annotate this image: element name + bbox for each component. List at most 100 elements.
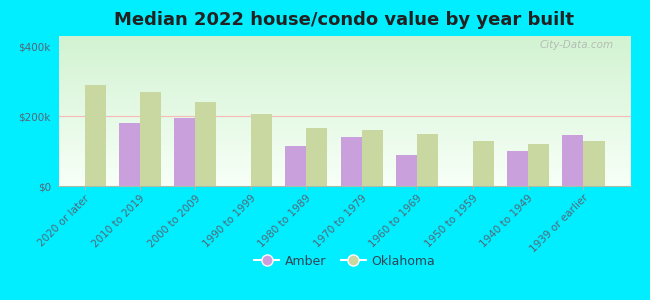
Bar: [58, 80, 630, 81]
Bar: [58, 65, 630, 66]
Bar: [58, 117, 630, 118]
Bar: [58, 171, 630, 172]
Bar: [58, 140, 630, 141]
Bar: [285, 146, 306, 186]
Bar: [58, 98, 630, 99]
Bar: [58, 66, 630, 67]
Bar: [58, 45, 630, 46]
Bar: [58, 128, 630, 129]
Bar: [58, 75, 630, 76]
Bar: [58, 36, 630, 37]
Bar: [58, 122, 630, 123]
Bar: [58, 168, 630, 169]
Bar: [58, 73, 630, 74]
Bar: [58, 124, 630, 125]
Bar: [584, 141, 605, 186]
Bar: [58, 156, 630, 157]
Bar: [58, 131, 630, 132]
Bar: [58, 121, 630, 122]
Bar: [58, 92, 630, 93]
Bar: [58, 176, 630, 177]
Bar: [58, 175, 630, 176]
Bar: [58, 64, 630, 65]
Bar: [58, 153, 630, 154]
Bar: [58, 135, 630, 136]
Bar: [58, 105, 630, 106]
Bar: [58, 46, 630, 47]
Bar: [58, 78, 630, 79]
Bar: [58, 63, 630, 64]
Bar: [58, 143, 630, 144]
Bar: [58, 170, 630, 171]
Bar: [58, 55, 630, 56]
Text: City-Data.com: City-Data.com: [540, 40, 614, 50]
Bar: [58, 86, 630, 87]
Bar: [306, 128, 328, 186]
Bar: [58, 129, 630, 130]
Bar: [58, 94, 630, 95]
Bar: [58, 48, 630, 49]
Bar: [58, 152, 630, 153]
Bar: [58, 85, 630, 86]
Bar: [58, 173, 630, 174]
Bar: [58, 134, 630, 135]
Bar: [58, 85, 630, 86]
Bar: [58, 179, 630, 180]
Bar: [58, 149, 630, 150]
Bar: [58, 118, 630, 119]
Bar: [58, 142, 630, 143]
Bar: [58, 89, 630, 90]
Bar: [58, 127, 630, 128]
Bar: [119, 123, 140, 186]
Bar: [58, 165, 630, 166]
Bar: [58, 169, 630, 170]
Bar: [58, 106, 630, 107]
Bar: [58, 97, 630, 98]
Bar: [58, 88, 630, 89]
Bar: [58, 183, 630, 184]
Bar: [58, 161, 630, 162]
Bar: [58, 116, 630, 117]
Bar: [58, 60, 630, 61]
Bar: [58, 181, 630, 182]
Bar: [140, 92, 161, 186]
Bar: [58, 95, 630, 96]
Bar: [58, 137, 630, 138]
Bar: [58, 130, 630, 131]
Bar: [58, 104, 630, 105]
Bar: [58, 50, 630, 51]
Bar: [58, 96, 630, 97]
Bar: [58, 51, 630, 52]
Bar: [58, 102, 630, 103]
Bar: [58, 185, 630, 186]
Bar: [58, 126, 630, 127]
Bar: [58, 180, 630, 181]
Bar: [58, 100, 630, 101]
Bar: [58, 120, 630, 121]
Bar: [58, 157, 630, 158]
Bar: [58, 47, 630, 48]
Bar: [58, 70, 630, 71]
Bar: [58, 82, 630, 83]
Bar: [58, 133, 630, 134]
Bar: [58, 115, 630, 116]
Bar: [196, 102, 216, 186]
Bar: [58, 83, 630, 84]
Legend: Amber, Oklahoma: Amber, Oklahoma: [250, 250, 439, 273]
Bar: [58, 138, 630, 139]
Bar: [58, 38, 630, 39]
Bar: [58, 54, 630, 55]
Bar: [58, 166, 630, 167]
Bar: [251, 115, 272, 186]
Bar: [58, 164, 630, 165]
Bar: [58, 159, 630, 160]
Bar: [58, 132, 630, 133]
Bar: [58, 72, 630, 73]
Bar: [58, 169, 630, 170]
Bar: [58, 123, 630, 124]
Bar: [58, 93, 630, 94]
Bar: [58, 113, 630, 114]
Bar: [58, 151, 630, 152]
Bar: [58, 141, 630, 142]
Bar: [58, 56, 630, 57]
